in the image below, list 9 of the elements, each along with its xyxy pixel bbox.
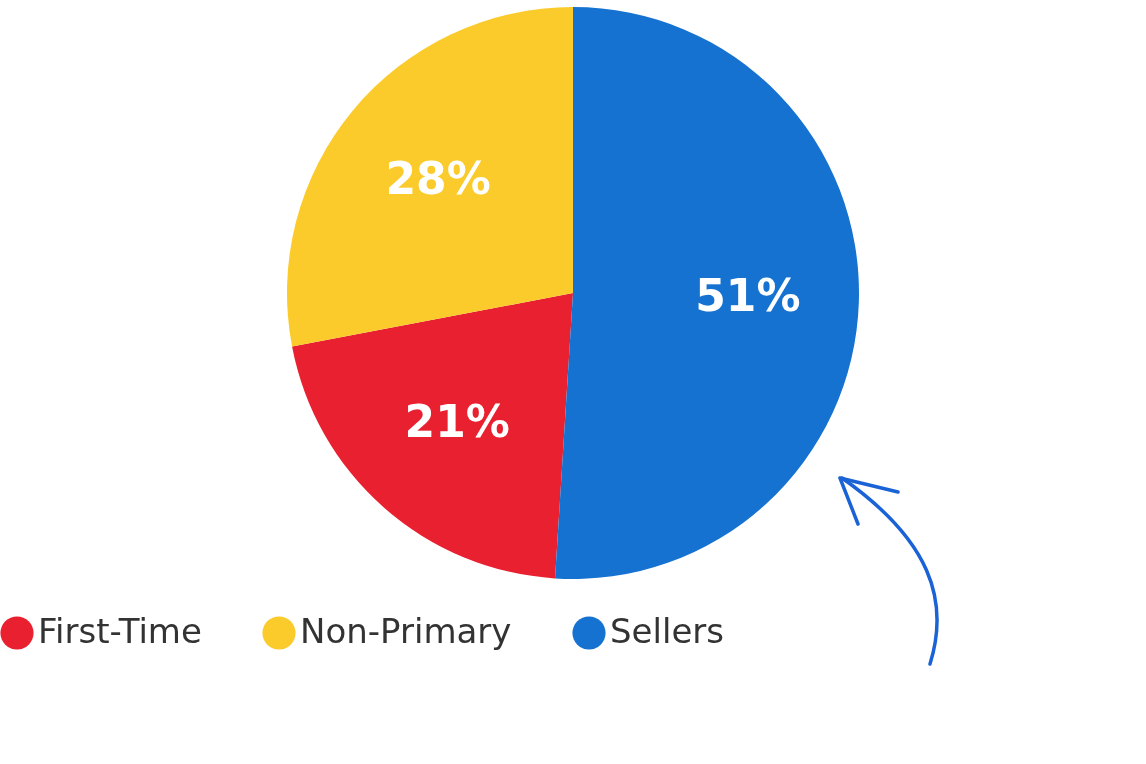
data-label: 51% (695, 270, 801, 322)
data-label: 21% (404, 396, 510, 448)
data-label: 28% (385, 153, 491, 205)
legend-label: First-Time (38, 611, 202, 651)
legend-label: Non-Primary (300, 611, 512, 651)
pie-slice (292, 293, 573, 579)
pie-slice (287, 7, 573, 347)
legend-label: Sellers (610, 611, 725, 651)
pie-slice (555, 7, 859, 579)
